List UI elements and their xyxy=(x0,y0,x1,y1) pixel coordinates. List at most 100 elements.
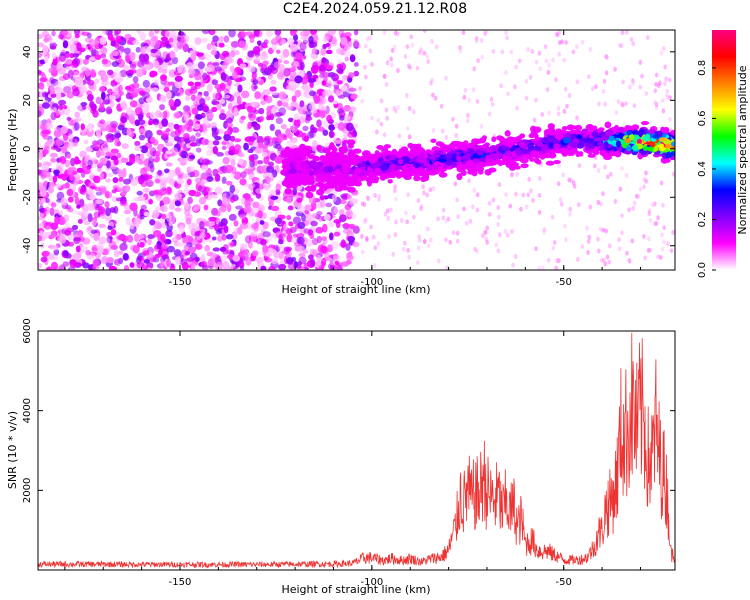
spectrogram-cell xyxy=(228,213,237,221)
spectrogram-cell xyxy=(173,249,182,257)
spectrogram-ridge-cell xyxy=(437,165,443,172)
spectrogram-ridge-cell xyxy=(587,153,596,158)
spectrogram-cell xyxy=(306,239,313,247)
spectrogram-ridge-cell xyxy=(286,177,295,184)
spectrogram-cell xyxy=(319,194,325,201)
colorbar-tick-label: 0.8 xyxy=(697,60,708,76)
spectrogram-cell xyxy=(223,260,229,268)
spectrogram-ridge-cell xyxy=(462,146,469,152)
spectrogram-cell xyxy=(226,110,232,118)
spectrogram-cell xyxy=(137,195,146,202)
spectrogram-cell xyxy=(117,124,125,131)
spectrogram-cell xyxy=(101,256,109,264)
spectrogram-ridge-cell xyxy=(304,163,311,170)
spectrogram-cell xyxy=(491,197,496,203)
spectrogram-cell xyxy=(247,50,255,58)
spectrogram-cell xyxy=(223,225,229,234)
spectrogram-cell xyxy=(148,198,154,205)
spectrogram-cell xyxy=(199,220,205,230)
spectrogram-cell xyxy=(228,30,236,38)
spectrogram-cell xyxy=(39,205,44,214)
spectrogram-ridge-cell xyxy=(456,164,466,170)
spectrogram-cell xyxy=(186,165,195,173)
spectrogram-cell xyxy=(67,141,74,150)
spectrogram-cell xyxy=(161,244,169,249)
spectrogram-cell xyxy=(347,251,353,259)
spectrogram-ridge-cell xyxy=(663,158,671,163)
spectrogram-cell xyxy=(183,133,190,139)
spectrogram-cell xyxy=(155,51,162,56)
spectrogram-cell xyxy=(269,123,275,132)
spectrogram-cell xyxy=(237,84,243,93)
spectrogram-cell xyxy=(156,129,163,136)
spectrogram-cell xyxy=(87,213,93,223)
spectrogram-cell xyxy=(52,175,58,183)
spectrogram-cell xyxy=(663,81,667,87)
spectrogram-y-tick-label: 20 xyxy=(22,94,33,107)
spectrogram-cell xyxy=(497,182,502,188)
spectrogram-cell xyxy=(647,236,651,242)
spectrogram-ridge-cell xyxy=(335,164,342,170)
spectrogram-cell xyxy=(352,241,360,248)
spectrogram-cell xyxy=(227,58,234,64)
spectrogram-cell xyxy=(290,50,297,58)
spectrogram-cell xyxy=(82,105,87,110)
spectrogram-cell xyxy=(138,128,146,134)
spectrogram-cell xyxy=(206,64,216,72)
spectrogram-cell xyxy=(94,36,101,46)
spectrogram-cell xyxy=(267,247,273,255)
spectrogram-cell xyxy=(406,192,411,198)
spectrogram-cell xyxy=(557,258,561,264)
spectrogram-ridge-cell xyxy=(472,158,480,164)
spectrogram-cell xyxy=(106,160,111,169)
spectrogram-cell xyxy=(304,204,312,211)
spectrogram-cell xyxy=(185,95,191,101)
spectrogram-cell xyxy=(659,180,664,186)
spectrogram-cell xyxy=(106,256,114,264)
spectrogram-cell xyxy=(74,122,80,131)
spectrogram-ridge-cell xyxy=(353,148,362,154)
snr-x-tick-label: -100 xyxy=(360,577,383,588)
spectrogram-cell xyxy=(654,221,659,227)
spectrogram-cell xyxy=(337,122,345,131)
spectrogram-cell xyxy=(526,192,531,198)
spectrogram-cell xyxy=(526,47,530,53)
spectrogram-cell xyxy=(556,181,561,187)
spectrogram-cell xyxy=(139,111,145,119)
spectrogram-cell xyxy=(621,79,625,85)
spectrogram-ridge-cell xyxy=(349,159,356,165)
spectrogram-cell xyxy=(351,191,359,196)
spectrogram-cell xyxy=(110,148,119,154)
spectrogram-cell xyxy=(115,197,124,202)
spectrogram-cell xyxy=(524,95,529,101)
spectrogram-cell xyxy=(168,136,175,145)
spectrogram-cell xyxy=(152,40,161,49)
spectrogram-cell xyxy=(260,64,268,72)
spectrogram-cell xyxy=(148,147,156,152)
spectrogram-cell xyxy=(162,196,171,205)
spectrogram-cell xyxy=(39,77,48,83)
spectrogram-cell xyxy=(625,250,629,256)
spectrogram-cell xyxy=(262,60,269,66)
spectrogram-cell xyxy=(119,242,128,251)
spectrogram-cell xyxy=(618,246,622,252)
spectrogram-cell xyxy=(159,205,168,212)
spectrogram-cell xyxy=(59,155,67,165)
spectrogram-ridge-cell xyxy=(337,152,344,158)
spectrogram-cell xyxy=(638,84,643,90)
spectrogram-cell xyxy=(132,245,140,254)
spectrogram-cell xyxy=(529,188,533,194)
spectrogram-cell xyxy=(237,226,243,235)
spectrogram-cell xyxy=(87,123,93,132)
spectrogram-cell xyxy=(187,246,197,254)
spectrogram-ridge-cell xyxy=(553,159,561,165)
spectrogram-cell xyxy=(564,39,568,45)
spectrogram-cell xyxy=(105,207,111,217)
spectrogram-cell xyxy=(225,234,234,240)
spectrogram-cell xyxy=(601,227,606,233)
spectrogram-ridge-cell xyxy=(316,144,322,152)
spectrogram-ridge-cell xyxy=(504,130,511,137)
spectrogram-cell xyxy=(195,243,203,250)
spectrogram-cell xyxy=(102,99,111,105)
spectrogram-cell xyxy=(74,196,80,205)
